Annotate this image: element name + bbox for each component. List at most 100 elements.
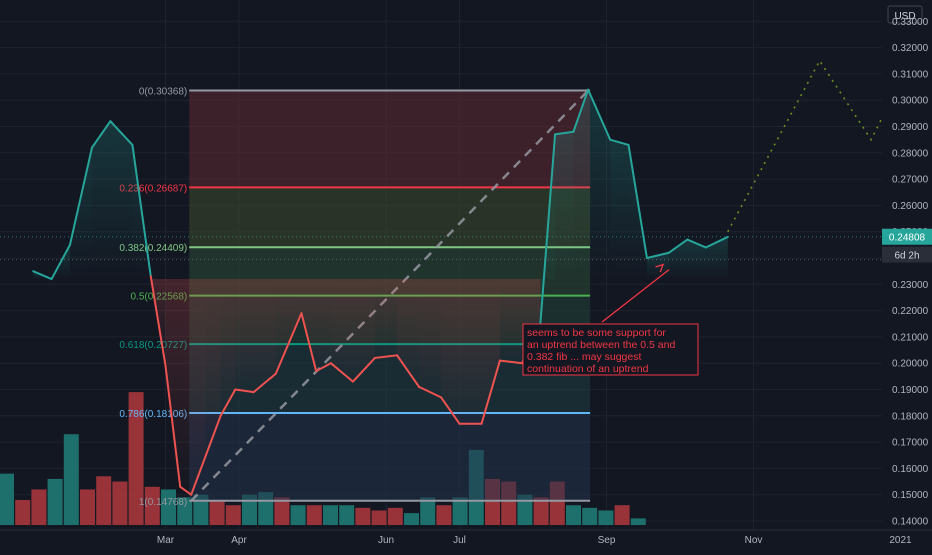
volume-bar <box>193 494 209 525</box>
annotation-arrow-head <box>655 263 665 273</box>
price-segment <box>315 362 332 373</box>
price-tick-label: 0.29000 <box>892 122 929 133</box>
price-tick-label: 0.15000 <box>892 490 929 501</box>
annotation-arrow-line[interactable] <box>601 269 670 323</box>
annotations[interactable]: seems to be some support for an uptrend b… <box>0 236 882 376</box>
price-area <box>69 147 92 280</box>
price-segment <box>667 238 689 254</box>
price-tick-label: 0.18000 <box>892 411 929 422</box>
price-segment <box>440 396 461 425</box>
fib-level-label: 0(0.30368) <box>139 87 187 98</box>
price-area <box>110 121 133 280</box>
time-axis[interactable]: Mar Apr Jun Jul Sep Nov 2021 <box>0 529 932 550</box>
price-segment <box>274 312 303 375</box>
price-segment <box>498 359 523 365</box>
price-segment <box>704 235 729 249</box>
price-segment <box>300 312 318 373</box>
currency-badge[interactable] <box>887 5 923 24</box>
annotation-box[interactable] <box>522 323 699 376</box>
countdown-badge <box>882 246 932 263</box>
price-tick-label: 0.17000 <box>892 438 929 449</box>
price-segment <box>190 454 207 496</box>
volume-bar <box>0 473 14 525</box>
price-axis[interactable]: USD 0.14000 0.15000 0.16000 0.17000 0.18000 0… <box>882 0 932 530</box>
price-area <box>316 279 331 372</box>
time-tick-label: Jul <box>453 535 466 546</box>
price-segment <box>91 120 112 149</box>
volume-bar <box>630 518 646 525</box>
price-segment <box>587 88 612 141</box>
fib-level-label: 0.618(0.20727) <box>119 340 187 351</box>
volume-bar <box>128 392 144 525</box>
volume-bar <box>80 489 95 525</box>
volume-bar <box>517 494 533 525</box>
volume-bar <box>582 507 598 525</box>
price-badges: 0.24808 6d 2h <box>882 228 932 263</box>
price-area <box>419 279 442 398</box>
price-segment <box>50 243 71 281</box>
time-tick-label: Nov <box>745 535 763 546</box>
volume-bar <box>144 486 160 525</box>
price-tick-label: 0.22000 <box>892 306 929 317</box>
volume-bar <box>31 489 47 525</box>
price-segment <box>351 356 376 383</box>
price-segment <box>109 120 134 146</box>
price-tick-label: 0.14000 <box>892 517 929 528</box>
price-line <box>32 88 729 496</box>
price-area <box>555 131 574 280</box>
countdown-label: 6d 2h <box>894 251 919 262</box>
volume-bar <box>112 481 128 525</box>
volume-bar <box>274 497 290 525</box>
price-area <box>220 279 236 416</box>
price-segment <box>627 143 648 259</box>
price-segment <box>219 388 237 417</box>
volume-bar <box>225 505 241 525</box>
price-segment <box>572 88 590 133</box>
price-segment <box>480 359 501 425</box>
price-tick-label: 0.28000 <box>892 148 929 159</box>
volume-bar <box>339 505 355 525</box>
volume-bar <box>420 497 436 525</box>
volume-bar <box>436 505 452 525</box>
price-segment <box>329 362 354 383</box>
price-area <box>92 121 111 280</box>
price-segment <box>32 270 53 281</box>
price-area <box>459 279 482 424</box>
fib-level-label: 0.382(0.24409) <box>119 243 187 254</box>
volume-bar <box>533 497 549 525</box>
price-tick-label: 0.26000 <box>892 201 929 212</box>
price-area <box>705 236 728 280</box>
volume-bar <box>15 499 31 525</box>
volume-bar <box>209 499 225 525</box>
volume-bar <box>371 510 387 525</box>
price-segment <box>149 275 167 367</box>
fib-zone <box>189 413 591 501</box>
price-area <box>352 279 375 382</box>
price-segment <box>131 143 152 278</box>
fib-level-label: 0.786(0.18106) <box>119 409 187 420</box>
time-axis-background <box>0 530 932 550</box>
price-tick-label: 0.27000 <box>892 175 929 186</box>
price-tick-label: 0.23000 <box>892 280 929 291</box>
price-tick-label: 0.31000 <box>892 69 929 80</box>
price-area <box>180 279 192 495</box>
volume-bar <box>566 505 581 525</box>
fib-level-label: 1(0.14768) <box>139 497 187 508</box>
fib-zone <box>189 187 591 248</box>
volume-bars <box>0 392 646 525</box>
price-segment <box>373 354 399 359</box>
price-tick-label: 0.33000 <box>892 17 929 28</box>
price-segment <box>396 354 421 388</box>
price-segment <box>164 364 182 488</box>
volume-bar <box>290 505 306 525</box>
price-area <box>374 279 398 358</box>
price-tick-label: 0.21000 <box>892 332 929 343</box>
price-segment <box>686 238 707 249</box>
price-segment <box>204 414 222 457</box>
time-tick-label: Sep <box>598 535 616 546</box>
price-area <box>573 89 589 280</box>
volume-bar <box>404 513 419 525</box>
price-tick-label: 0.30000 <box>892 96 929 107</box>
